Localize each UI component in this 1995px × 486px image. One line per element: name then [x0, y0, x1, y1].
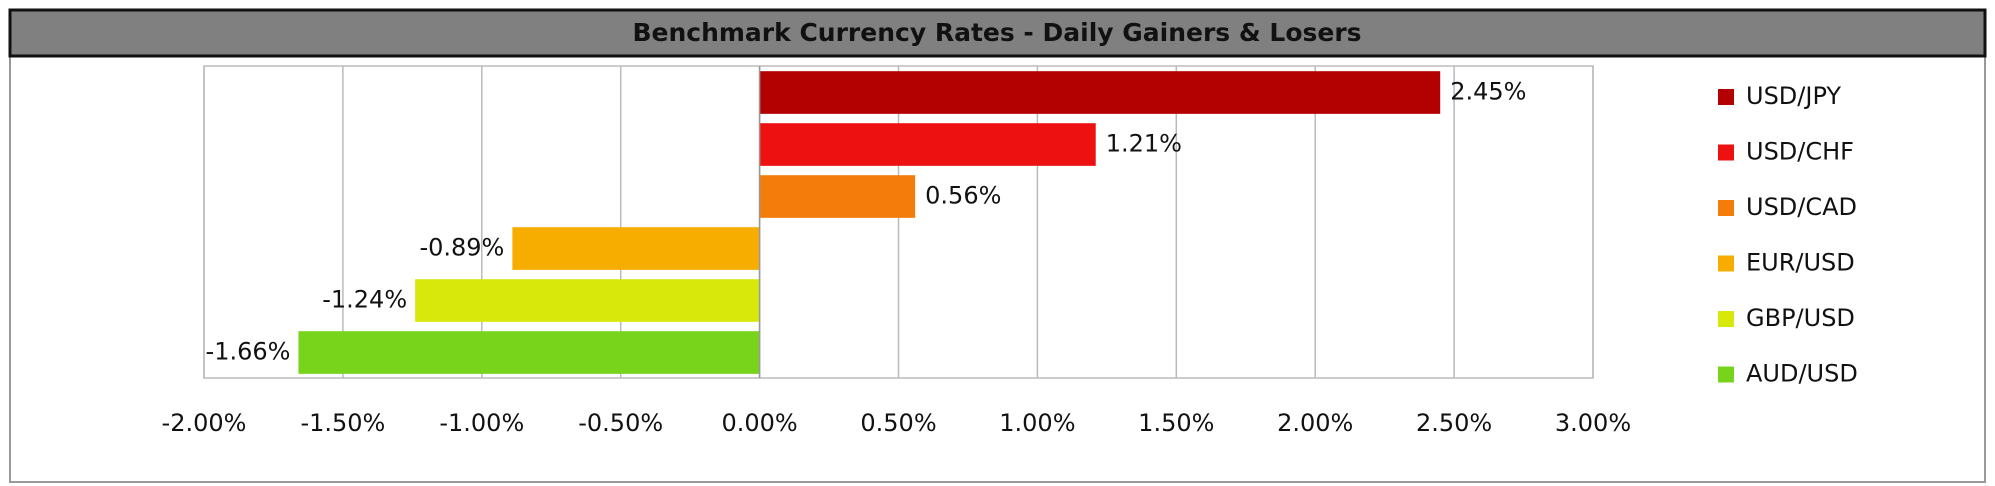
data-label: 2.45%: [1450, 78, 1526, 106]
data-label: -1.24%: [322, 286, 407, 314]
bar: [759, 71, 1441, 114]
legend-label: USD/CHF: [1746, 138, 1854, 166]
bar: [759, 175, 916, 218]
bar: [415, 279, 760, 322]
legend-swatch: [1718, 200, 1734, 216]
x-tick-label: -1.00%: [439, 409, 524, 437]
x-tick-label: -1.50%: [300, 409, 385, 437]
x-tick-label: 1.00%: [999, 409, 1075, 437]
legend-swatch: [1718, 366, 1734, 383]
x-tick-label: 0.00%: [721, 409, 797, 437]
x-tick-label: 2.00%: [1277, 409, 1353, 437]
x-tick-label: 0.50%: [860, 409, 936, 437]
legend-label: USD/CAD: [1746, 193, 1857, 221]
chart-title: Benchmark Currency Rates - Daily Gainers…: [632, 18, 1361, 47]
legend-swatch: [1718, 255, 1734, 272]
bar: [759, 123, 1096, 166]
legend-label: USD/JPY: [1746, 82, 1841, 110]
x-tick-label: 1.50%: [1138, 409, 1214, 437]
data-label: 1.21%: [1106, 130, 1182, 158]
legend-label: AUD/USD: [1746, 360, 1858, 388]
x-tick-label: -0.50%: [578, 409, 663, 437]
bar: [298, 331, 760, 374]
x-tick-label: 3.00%: [1555, 409, 1631, 437]
x-tick-label: -2.00%: [162, 409, 247, 437]
legend-swatch: [1718, 89, 1734, 105]
legend-swatch: [1718, 144, 1734, 161]
title-bar: [8, 8, 1987, 58]
legend-label: EUR/USD: [1746, 249, 1855, 277]
data-label: -0.89%: [419, 234, 504, 262]
x-tick-label: 2.50%: [1416, 409, 1492, 437]
legend-swatch: [1718, 311, 1734, 327]
data-label: 0.56%: [925, 182, 1001, 210]
legend-label: GBP/USD: [1746, 304, 1855, 332]
data-label: -1.66%: [206, 338, 291, 366]
bar: [512, 227, 760, 270]
